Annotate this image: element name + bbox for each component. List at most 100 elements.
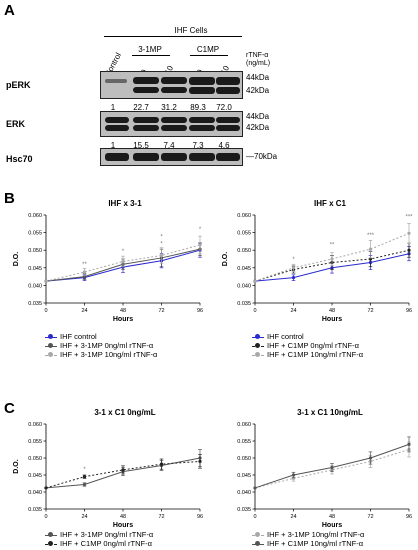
x-tick-label: 72 xyxy=(158,308,164,314)
legend-marker xyxy=(48,334,53,340)
data-point xyxy=(330,465,334,470)
y-tick-label: 0.040 xyxy=(237,490,251,496)
legend-label: IHF + 3-1MP 0ng/ml rTNF-α xyxy=(60,530,154,539)
ihf-cells-header: IHF Cells xyxy=(174,26,208,35)
data-point xyxy=(121,468,125,472)
y-tick-label: 0.040 xyxy=(237,283,251,289)
perk-quant-1: 1 xyxy=(110,103,116,112)
legend-swatch xyxy=(252,343,264,349)
blot-label-perk: pERK xyxy=(6,80,31,90)
x-tick-label: 0 xyxy=(44,514,47,520)
x-tick-label: 0 xyxy=(253,514,256,520)
band xyxy=(189,77,215,85)
x-tick-label: 96 xyxy=(197,514,203,520)
significance-mark: * xyxy=(160,235,163,241)
y-tick-label: 0.050 xyxy=(237,248,251,254)
legend-swatch xyxy=(252,352,264,358)
data-point xyxy=(121,259,125,264)
legend-label: IHF + 3-1MP 0ng/ml rTNF-α xyxy=(60,341,154,350)
x-tick-label: 96 xyxy=(197,308,203,314)
x-tick-label: 0 xyxy=(44,308,47,314)
chart-b1: 0.035 0.040 0.045 0.050 0.055 0.060 0 24 48 72 96 H… xyxy=(13,213,203,323)
panel-c-label: C xyxy=(4,400,15,417)
legend-label: IHF control xyxy=(267,332,304,341)
blot-perk xyxy=(100,71,243,99)
chart-c1: 0.035 0.040 0.045 0.050 0.055 0.060 0 24 48 72 96 H… xyxy=(13,422,203,529)
significance-mark: * xyxy=(160,242,163,248)
y-tick-label: 0.035 xyxy=(28,301,42,307)
erk-quant-4: 7.3 xyxy=(192,141,204,150)
legend-item: IHF + 3-1MP 0ng/ml rTNF-α xyxy=(45,342,153,350)
legend-item: IHF + C1MP 10ng/ml rTNF-α xyxy=(252,540,363,548)
y-axis-label: D.O. xyxy=(222,252,229,266)
group-bar-c1mp xyxy=(190,55,228,56)
band xyxy=(216,153,240,161)
band xyxy=(105,153,129,161)
chart-title-b2: IHF x C1 xyxy=(313,199,346,208)
band xyxy=(161,117,187,123)
band xyxy=(216,87,240,94)
x-tick-label: 48 xyxy=(329,514,335,520)
y-tick-label: 0.055 xyxy=(28,439,42,445)
legend-marker xyxy=(255,343,260,349)
data-point xyxy=(253,279,257,283)
group-label-3-1mp: 3-1MP xyxy=(138,45,162,54)
data-point xyxy=(291,266,296,270)
data-point xyxy=(159,462,164,466)
y-tick-label: 0.060 xyxy=(28,213,42,219)
y-tick-label: 0.040 xyxy=(28,283,42,289)
x-axis-label: Hours xyxy=(322,522,342,529)
blot-label-erk: ERK xyxy=(6,119,26,129)
legend-swatch xyxy=(45,532,57,538)
chart-title-b1: IHF x 3-1 xyxy=(108,199,142,208)
panel-a-label: A xyxy=(4,2,15,19)
band xyxy=(105,117,129,123)
legend-marker xyxy=(48,352,53,358)
y-tick-label: 0.055 xyxy=(237,231,251,237)
data-point xyxy=(407,442,411,446)
legend-label: IHF + C1MP 10ng/ml rTNF-α xyxy=(267,350,364,359)
significance-mark: * xyxy=(292,257,295,263)
x-axis-label: Hours xyxy=(113,316,133,323)
ihf-cells-bar xyxy=(104,36,242,37)
perk-quant-2: 22.7 xyxy=(133,103,149,112)
legend-label: IHF + C1MP 10ng/ml rTNF-α xyxy=(267,539,364,548)
x-tick-label: 96 xyxy=(406,514,412,520)
band xyxy=(216,117,240,123)
legend-label: IHF + C1MP 0ng/ml rTNF-α xyxy=(60,539,152,548)
significance-mark: * xyxy=(199,227,202,233)
legend-label: IHF + 3-1MP 10ng/ml rTNF-α xyxy=(60,350,158,359)
data-point xyxy=(159,253,164,258)
y-tick-label: 0.055 xyxy=(237,439,251,445)
y-tick-label: 0.060 xyxy=(237,422,251,428)
data-point xyxy=(407,248,411,252)
chart-title-c2: 3-1 x C1 10ng/mL xyxy=(297,408,363,417)
chart-title-c1: 3-1 x C1 0ng/mL xyxy=(94,408,156,417)
group-bar-3-1mp xyxy=(132,55,170,56)
band xyxy=(161,125,187,131)
significance-mark: ** xyxy=(330,243,335,249)
y-tick-label: 0.045 xyxy=(28,266,42,272)
legend-marker xyxy=(255,334,260,340)
y-tick-label: 0.045 xyxy=(237,473,251,479)
band xyxy=(133,153,159,161)
legend-item: IHF control xyxy=(45,333,97,341)
perk-quant-4: 89.3 xyxy=(190,103,206,112)
x-tick-label: 48 xyxy=(120,308,126,314)
band xyxy=(133,125,159,131)
x-axis-label: Hours xyxy=(113,522,133,529)
rtnf-label: rTNF-α (ng/mL) xyxy=(246,52,270,68)
erk-marker-44: 44kDa xyxy=(246,112,270,121)
hsc70-marker-label: 70kDa xyxy=(254,152,278,161)
y-tick-label: 0.060 xyxy=(237,213,251,219)
x-tick-label: 72 xyxy=(367,514,373,520)
legend-item: IHF + 3-1MP 0ng/ml rTNF-α xyxy=(45,531,153,539)
legend-item: IHF + 3-1MP 10ng/ml rTNF-α xyxy=(252,531,364,539)
y-tick-label: 0.055 xyxy=(28,231,42,237)
blot-hsc70 xyxy=(100,148,243,166)
data-point xyxy=(198,243,202,247)
legend-marker xyxy=(255,352,260,358)
y-tick-label: 0.040 xyxy=(28,490,42,496)
band xyxy=(189,125,215,131)
data-point xyxy=(291,473,296,477)
